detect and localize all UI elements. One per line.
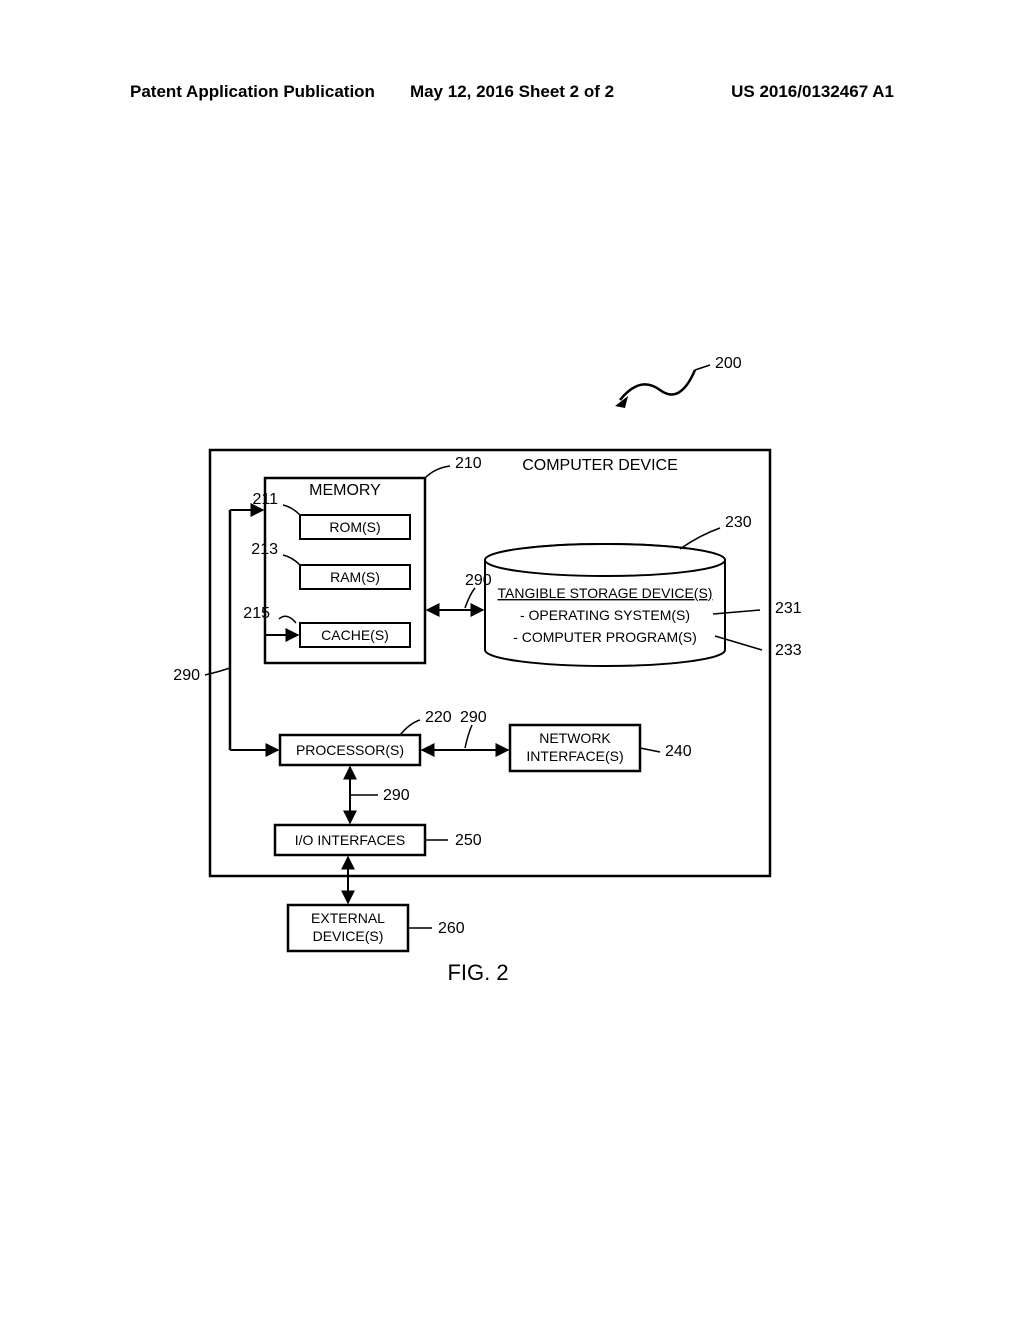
- ref-290-b: 290: [460, 709, 487, 726]
- computer-device-box: [210, 450, 770, 876]
- memory-title: MEMORY: [309, 482, 381, 499]
- header-date-sheet: May 12, 2016 Sheet 2 of 2: [410, 82, 614, 102]
- external-devices-box: [288, 905, 408, 951]
- ext-line2: DEVICE(S): [313, 928, 384, 944]
- nic-line2: INTERFACE(S): [526, 748, 623, 764]
- ref-290-c: 290: [383, 787, 410, 804]
- ref-215: 215: [243, 605, 270, 622]
- figure-title: FIG. 2: [447, 960, 508, 985]
- ref-230: 230: [725, 514, 752, 531]
- storage-os: - OPERATING SYSTEM(S): [520, 607, 690, 623]
- ref-250: 250: [455, 832, 482, 849]
- ref-200: 200: [715, 355, 742, 372]
- ext-line1: EXTERNAL: [311, 910, 385, 926]
- io-interfaces-box: [275, 825, 425, 855]
- memory-box: [265, 478, 425, 663]
- header-publication-number: US 2016/0132467 A1: [731, 82, 894, 102]
- rom-label: ROM(S): [329, 519, 380, 535]
- ref-220: 220: [425, 709, 452, 726]
- figure-diagram: 200 COMPUTER DEVICE MEMORY 210 ROM(S) 21…: [0, 0, 1024, 1320]
- system-ref-arrow: 200: [615, 355, 742, 408]
- ref-213: 213: [251, 541, 278, 558]
- io-label: I/O INTERFACES: [295, 832, 405, 848]
- cache-box: [300, 623, 410, 647]
- ref-240: 240: [665, 743, 692, 760]
- ref-233: 233: [775, 642, 802, 659]
- ram-label: RAM(S): [330, 569, 380, 585]
- computer-device-title: COMPUTER DEVICE: [522, 457, 678, 474]
- storage-cylinder: [485, 544, 725, 666]
- ram-box: [300, 565, 410, 589]
- ref-210: 210: [455, 455, 482, 472]
- processor-box: [280, 735, 420, 765]
- header-publication: Patent Application Publication: [130, 82, 375, 102]
- rom-box: [300, 515, 410, 539]
- storage-title: TANGIBLE STORAGE DEVICE(S): [498, 585, 713, 601]
- ref-290-d: 290: [173, 667, 200, 684]
- ref-211: 211: [252, 491, 278, 508]
- page-header: Patent Application Publication May 12, 2…: [0, 82, 1024, 102]
- nic-line1: NETWORK: [539, 730, 611, 746]
- nic-box: [510, 725, 640, 771]
- cache-label: CACHE(S): [321, 627, 389, 643]
- ref-231: 231: [775, 600, 802, 617]
- processor-label: PROCESSOR(S): [296, 742, 404, 758]
- storage-prog: - COMPUTER PROGRAM(S): [513, 629, 697, 645]
- ref-260: 260: [438, 920, 465, 937]
- ref-290-a: 290: [465, 572, 492, 589]
